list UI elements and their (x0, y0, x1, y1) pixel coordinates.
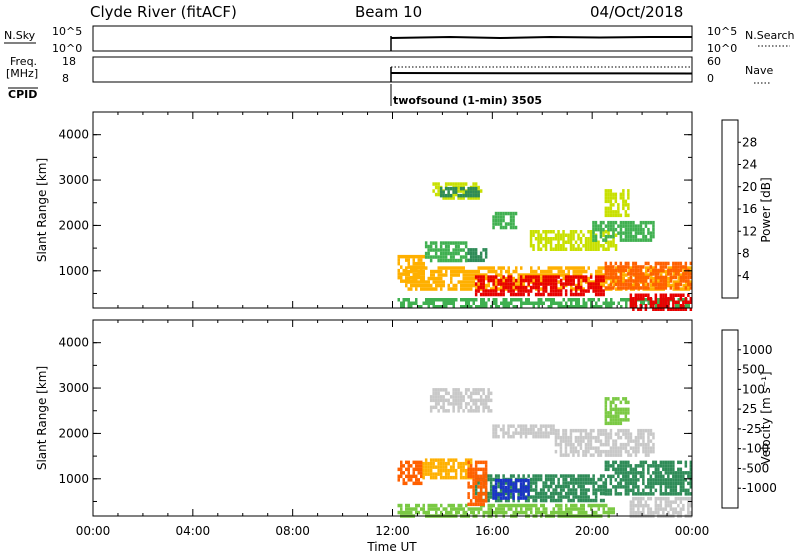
velocity-ylabel: Slant Range [km] (35, 366, 49, 470)
colorbar-label: 500 (742, 363, 765, 377)
power-axes: 1000 2000 3000 4000 (58, 111, 693, 309)
nsearch-label: N.Search (745, 29, 795, 42)
colorbar-label: -1000 (742, 481, 777, 495)
colorbar-label: 28 (742, 135, 757, 149)
time-axis: 00:00 04:00 08:00 12:00 16:00 20:00 00:00 (76, 524, 710, 538)
velocity-blob (492, 478, 530, 500)
power-blob (474, 275, 605, 297)
colorbar-label: 8 (742, 247, 750, 261)
velocity-panel: 1000 2000 3000 4000 Slant Range [km] (35, 319, 693, 518)
nsky-label: N.Sky (4, 29, 36, 42)
velocity-blob (422, 458, 473, 480)
colorbar-label: -100 (742, 442, 769, 456)
colorbar-frame (721, 119, 739, 299)
power-blob (604, 189, 630, 218)
power-blob (592, 220, 655, 242)
velocity-blob (467, 460, 488, 507)
freq-tick-top: 18 (62, 55, 76, 68)
xtick-label: 08:00 (275, 524, 310, 538)
xtick-label: 12:00 (375, 524, 410, 538)
power-blob (424, 241, 468, 263)
ytick-label: 1000 (58, 472, 89, 486)
nave-label: Nave (745, 64, 773, 77)
power-panel: 1000 2000 3000 4000 Slant Range [km] (35, 111, 693, 311)
velocity-axes: 1000 2000 3000 4000 (58, 319, 693, 517)
colorbar-label: 100 (742, 382, 765, 396)
velocity-colorbar-title: Velocity [m s⁻¹] (759, 371, 773, 464)
velocity-blob (429, 388, 493, 413)
power-ylabel: Slant Range [km] (35, 158, 49, 262)
power-frame-overlay (92, 111, 693, 309)
xtick-label: 00:00 (76, 524, 111, 538)
nsky-panel: N.Sky 10^5 10^0 10^5 10^0 N.Search (4, 25, 795, 55)
ytick-label: 1000 (58, 264, 89, 278)
colorbar-label: 4 (742, 269, 750, 283)
cpid-row: CPID twofsound (1-min) 3505 (8, 84, 542, 107)
colorbar-frame (721, 329, 739, 509)
power-blob (467, 248, 488, 263)
velocity-frame-overlay (92, 319, 693, 517)
power-colorbar: 28 24 20 16 12 8 4 (721, 119, 757, 299)
colorbar-label: -25 (742, 422, 762, 436)
power-blob (604, 261, 693, 290)
nsky-right-tick-top: 10^5 (707, 25, 737, 38)
power-blob (439, 186, 480, 198)
power-data (397, 182, 693, 311)
freq-line (390, 72, 693, 75)
velocity-blob (492, 424, 555, 439)
nsky-right-tick-bottom: 10^0 (707, 42, 737, 55)
cpid-text: twofsound (1-min) 3505 (393, 94, 542, 107)
freq-tick-bottom: 8 (62, 72, 69, 85)
velocity-colorbar: 1000 500 100 25 -25 -100 -500 -1000 (721, 329, 777, 509)
freq-panel: Freq. [MHz] 18 8 60 0 Nave (6, 55, 773, 85)
ytick-label: 4000 (58, 128, 89, 142)
ytick-label: 4000 (58, 336, 89, 350)
station-title: Clyde River (fitACF) (90, 3, 237, 21)
nsky-tick-bottom: 10^0 (52, 42, 82, 55)
power-blob (629, 293, 693, 311)
xtick-label: 04:00 (176, 524, 211, 538)
velocity-blob (604, 397, 630, 426)
date-title: 04/Oct/2018 (590, 3, 683, 21)
freq-label: Freq. (10, 55, 37, 68)
colorbar-label: 25 (742, 402, 757, 416)
colorbar-label: 20 (742, 180, 757, 194)
xtick-label: 00:00 (675, 524, 710, 538)
ytick-label: 2000 (58, 218, 89, 232)
power-blob (529, 230, 618, 251)
ytick-label: 2000 (58, 426, 89, 440)
ytick-label: 3000 (58, 381, 89, 395)
power-colorbar-title: Power [dB] (759, 177, 773, 242)
freq-unit: [MHz] (6, 67, 38, 80)
ytick-label: 3000 (58, 173, 89, 187)
cpid-label: CPID (8, 88, 37, 101)
velocity-blob (554, 428, 655, 457)
colorbar-label: 24 (742, 158, 757, 172)
colorbar-label: -500 (742, 461, 769, 475)
freq-right-tick-bottom: 0 (707, 72, 714, 85)
colorbar-label: 16 (742, 202, 757, 216)
freq-right-tick-top: 60 (707, 55, 721, 68)
power-blob (492, 211, 518, 230)
nsky-line (390, 35, 692, 40)
colorbar-label: 12 (742, 224, 757, 238)
xtick-label: 20:00 (575, 524, 610, 538)
time-axis-label: Time UT (366, 540, 417, 554)
velocity-blob (397, 460, 423, 486)
velocity-blob (604, 460, 693, 496)
colorbar-label: 1000 (742, 343, 773, 357)
nsky-tick-top: 10^5 (52, 25, 82, 38)
beam-title: Beam 10 (355, 3, 422, 21)
xtick-label: 16:00 (475, 524, 510, 538)
